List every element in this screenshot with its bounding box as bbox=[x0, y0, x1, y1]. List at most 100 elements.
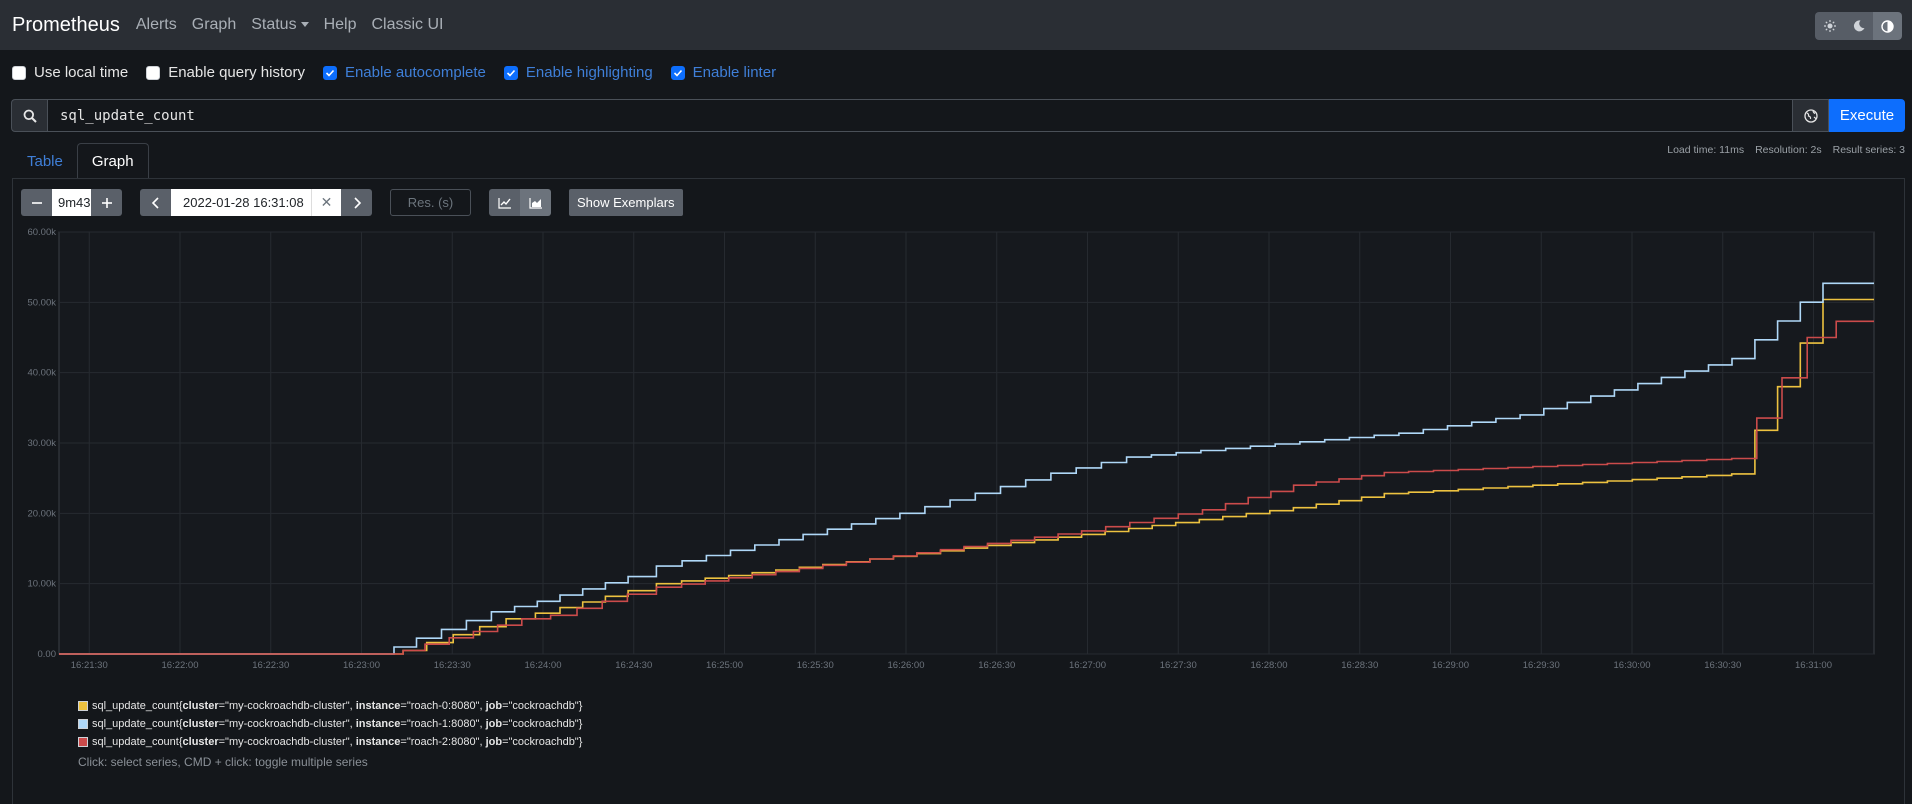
y-tick-label: 20.00k bbox=[27, 508, 56, 519]
checkbox-enable-query-history[interactable] bbox=[146, 65, 161, 80]
option-use-local-time[interactable]: Use local time bbox=[12, 64, 128, 81]
execute-button[interactable]: Execute bbox=[1829, 99, 1905, 132]
decrease-range-button[interactable] bbox=[21, 189, 52, 216]
clear-time-button[interactable]: ✕ bbox=[311, 189, 341, 216]
sun-icon bbox=[1823, 20, 1836, 32]
x-tick-label: 16:23:30 bbox=[434, 660, 471, 671]
nav-help[interactable]: Help bbox=[323, 16, 357, 33]
close-icon: ✕ bbox=[320, 194, 333, 210]
end-time-input[interactable]: 2022-01-28 16:31:08 bbox=[171, 189, 311, 216]
option-enable-linter[interactable]: Enable linter bbox=[670, 64, 777, 81]
brand-logo[interactable]: Prometheus bbox=[12, 13, 120, 36]
tab-table[interactable]: Table bbox=[27, 152, 63, 170]
previous-time-button[interactable] bbox=[140, 189, 171, 216]
legend-value: "cockroachdb" bbox=[508, 736, 579, 748]
result-tabs: Table Graph bbox=[13, 143, 149, 179]
legend-key: cluster bbox=[182, 736, 219, 748]
unstacked-button[interactable] bbox=[489, 189, 520, 216]
x-tick-label: 16:26:00 bbox=[888, 660, 925, 671]
tab-graph[interactable]: Graph bbox=[76, 143, 149, 179]
series-line-0[interactable] bbox=[59, 298, 1874, 655]
option-label: Enable autocomplete bbox=[344, 64, 486, 81]
area-chart-icon bbox=[528, 197, 542, 209]
nav-graph[interactable]: Graph bbox=[191, 16, 237, 33]
legend-key: cluster bbox=[182, 700, 219, 712]
x-tick-label: 16:27:30 bbox=[1160, 660, 1197, 671]
nav-status-dropdown[interactable]: Status bbox=[251, 16, 309, 34]
nav-status-label: Status bbox=[251, 16, 297, 33]
checkbox-enable-autocomplete[interactable] bbox=[322, 65, 337, 80]
show-exemplars-button[interactable]: Show Exemplars bbox=[569, 189, 683, 216]
metrics-explorer-button[interactable] bbox=[1792, 99, 1829, 132]
option-enable-highlighting[interactable]: Enable highlighting bbox=[503, 64, 653, 81]
checkbox-use-local-time[interactable] bbox=[12, 65, 26, 80]
option-label: Enable linter bbox=[692, 64, 777, 81]
range-input[interactable]: 9m43 bbox=[52, 189, 91, 216]
contrast-icon bbox=[1881, 19, 1894, 33]
option-enable-autocomplete[interactable]: Enable autocomplete bbox=[322, 64, 486, 81]
check-icon bbox=[673, 69, 682, 77]
resolution: Resolution: 2s bbox=[1755, 144, 1822, 156]
legend-key: instance bbox=[355, 700, 401, 712]
legend-key: job bbox=[485, 700, 503, 712]
theme-light-button[interactable] bbox=[1815, 12, 1844, 40]
y-tick-label: 0.00 bbox=[38, 649, 57, 660]
increase-range-button[interactable] bbox=[91, 189, 122, 216]
theme-dark-button[interactable] bbox=[1844, 12, 1873, 40]
legend-value: "cockroachdb" bbox=[508, 718, 579, 730]
next-time-button[interactable] bbox=[341, 189, 372, 216]
y-tick-label: 50.00k bbox=[27, 297, 56, 308]
option-enable-query-history[interactable]: Enable query history bbox=[146, 64, 305, 81]
series-line-1[interactable] bbox=[59, 282, 1874, 655]
chart-type-group bbox=[489, 189, 551, 216]
option-label: Use local time bbox=[34, 64, 129, 81]
legend-key: instance bbox=[355, 718, 401, 730]
globe-icon bbox=[1803, 108, 1818, 123]
search-icon bbox=[11, 99, 48, 132]
nav-links: Alerts Graph Status Help Classic UI bbox=[136, 16, 459, 34]
series-line-2[interactable] bbox=[59, 320, 1874, 655]
checkbox-enable-highlighting[interactable] bbox=[503, 65, 518, 80]
x-tick-label: 16:25:30 bbox=[797, 660, 834, 671]
load-time: Load time: 11ms bbox=[1667, 144, 1745, 156]
legend-key: instance bbox=[355, 736, 401, 748]
x-axis-labels: 16:21:30 16:22:00 16:22:30 16:23:00 16:23:30… bbox=[71, 660, 1832, 671]
x-tick-label: 16:28:30 bbox=[1341, 660, 1378, 671]
resolution-input[interactable]: Res. (s) bbox=[390, 189, 471, 216]
legend-item[interactable]: sql_update_count{cluster = "my-cockroachdb… bbox=[78, 697, 582, 715]
result-series: Result series: 3 bbox=[1832, 144, 1905, 156]
theme-auto-button[interactable] bbox=[1873, 12, 1902, 40]
legend-metric: sql_update_count{ bbox=[92, 736, 183, 748]
graph-controls: 9m43 2022-01-28 16:31:08 ✕ Res. (s) Show… bbox=[21, 189, 683, 216]
x-tick-label: 16:22:00 bbox=[162, 660, 199, 671]
legend-swatch bbox=[78, 701, 88, 711]
nav-alerts[interactable]: Alerts bbox=[135, 16, 177, 33]
end-time-group: 2022-01-28 16:31:08 ✕ bbox=[140, 189, 372, 216]
x-tick-label: 16:22:30 bbox=[252, 660, 289, 671]
x-tick-label: 16:29:30 bbox=[1523, 660, 1560, 671]
x-tick-label: 16:26:30 bbox=[978, 660, 1015, 671]
y-tick-label: 40.00k bbox=[27, 368, 56, 379]
legend-item[interactable]: sql_update_count{cluster = "my-cockroachdb… bbox=[78, 715, 582, 733]
theme-toggle-group bbox=[1815, 12, 1902, 40]
x-tick-label: 16:23:00 bbox=[343, 660, 380, 671]
legend-metric: sql_update_count{ bbox=[92, 700, 183, 712]
x-tick-label: 16:25:00 bbox=[706, 660, 743, 671]
plus-icon bbox=[101, 197, 112, 208]
x-tick-label: 16:31:00 bbox=[1795, 660, 1832, 671]
expression-input[interactable]: sql_update_count bbox=[48, 99, 1792, 132]
legend-metric: sql_update_count{ bbox=[92, 718, 183, 730]
y-tick-label: 10.00k bbox=[27, 579, 56, 590]
x-tick-label: 16:21:30 bbox=[71, 660, 108, 671]
legend-value: "cockroachdb" bbox=[508, 700, 579, 712]
legend-swatch bbox=[78, 719, 88, 729]
legend-value: "my-cockroachdb-cluster" bbox=[225, 718, 350, 730]
legend-key: job bbox=[485, 718, 503, 730]
legend-item[interactable]: sql_update_count{cluster = "my-cockroachdb… bbox=[78, 733, 582, 751]
checkbox-enable-linter[interactable] bbox=[670, 65, 685, 80]
legend-key: job bbox=[485, 736, 503, 748]
stacked-button[interactable] bbox=[520, 189, 551, 216]
legend-value: "roach-0:8080" bbox=[406, 700, 480, 712]
nav-classic-ui[interactable]: Classic UI bbox=[371, 16, 444, 33]
time-series-chart[interactable]: 0.00 10.00k 20.00k 30.00k 40.00k 50.00k 60.00k… bbox=[0, 0, 1912, 680]
